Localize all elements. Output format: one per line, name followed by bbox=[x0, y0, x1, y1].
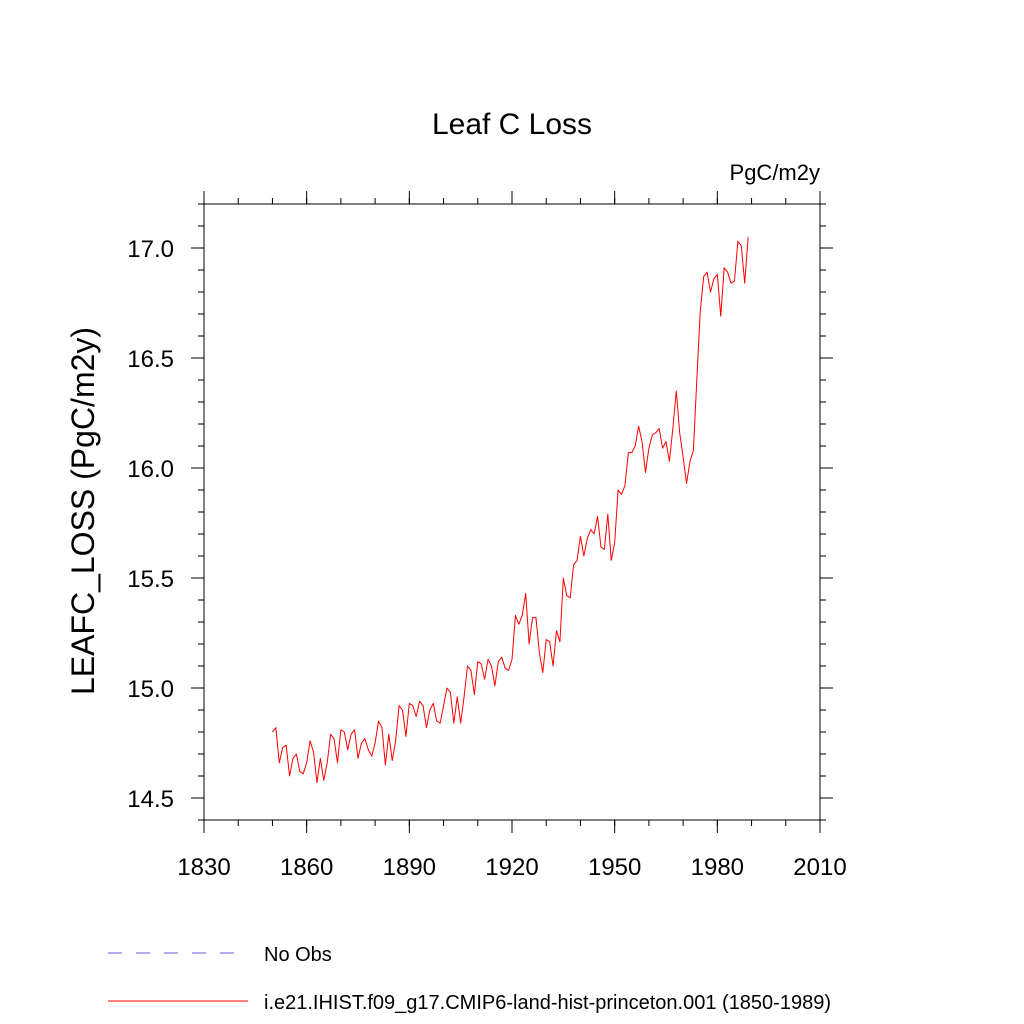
x-tick-label: 1830 bbox=[177, 854, 230, 881]
legend-label: No Obs bbox=[264, 944, 332, 966]
chart-title: Leaf C Loss bbox=[432, 108, 592, 141]
x-tick-label: 2010 bbox=[793, 854, 846, 881]
y-axis-label: LEAFC_LOSS (PgC/m2y) bbox=[65, 327, 101, 695]
x-tick-label: 1890 bbox=[383, 854, 436, 881]
legend: No Obs i.e21.IHIST.f09_g17.CMIP6-land-his… bbox=[108, 944, 831, 1014]
y-tick-label: 15.5 bbox=[127, 566, 174, 593]
y-tick-label: 15.0 bbox=[127, 676, 174, 703]
x-tick-label: 1950 bbox=[588, 854, 641, 881]
plot-frame bbox=[203, 203, 821, 821]
y-tick-label: 14.5 bbox=[127, 786, 174, 813]
y-tick-label: 16.0 bbox=[127, 456, 174, 483]
series-line bbox=[272, 236, 749, 784]
units-label: PgC/m2y bbox=[730, 160, 820, 185]
x-tick-label: 1920 bbox=[485, 854, 538, 881]
x-axis: 1830 1860 1890 1920 1950 1980 2010 bbox=[177, 191, 847, 881]
legend-label: i.e21.IHIST.f09_g17.CMIP6-land-hist-prin… bbox=[264, 992, 831, 1014]
y-tick-label: 17.0 bbox=[127, 236, 174, 263]
x-tick-label: 1980 bbox=[691, 854, 744, 881]
x-tick-label: 1860 bbox=[280, 854, 333, 881]
series-layer bbox=[272, 236, 749, 784]
y-tick-label: 16.5 bbox=[127, 346, 174, 373]
y-axis: 14.5 15.0 15.5 16.0 16.5 17.0 bbox=[127, 203, 833, 821]
